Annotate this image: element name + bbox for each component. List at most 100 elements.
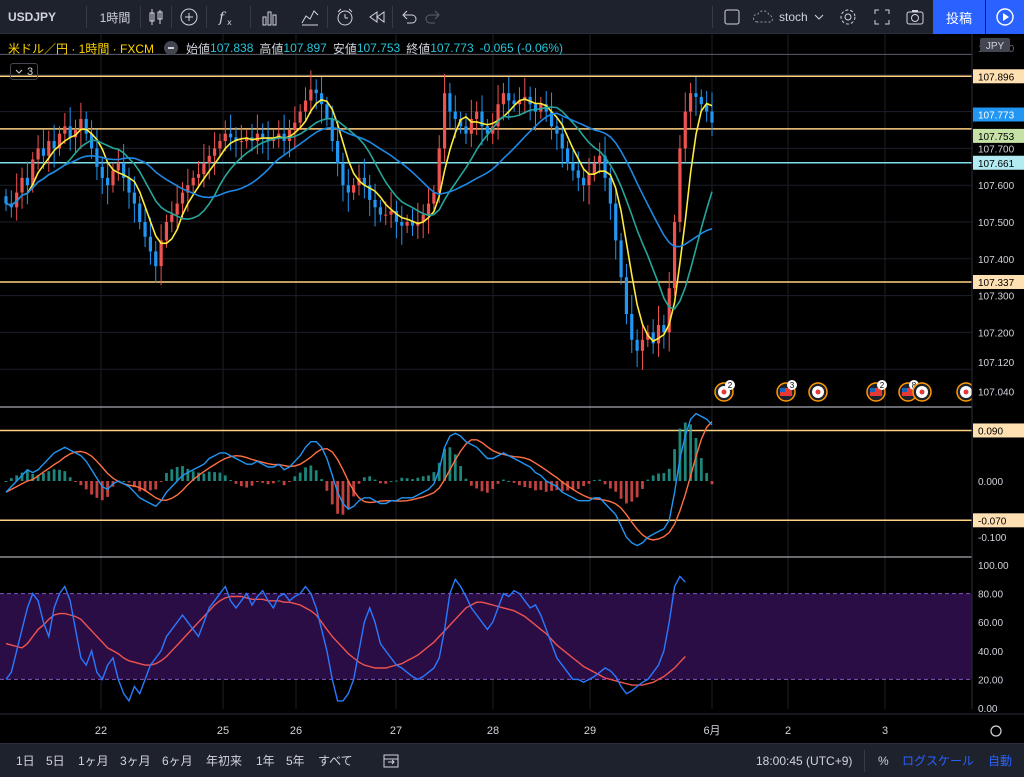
macd-pane xyxy=(0,412,972,547)
log-scale-toggle[interactable]: ログスケール xyxy=(902,744,974,777)
time-tick-label: 22 xyxy=(95,725,107,737)
cloud-icon xyxy=(753,10,773,23)
range-button[interactable]: 1日 xyxy=(16,754,35,768)
time-tick-label: 26 xyxy=(290,725,302,737)
macd-histogram-bar xyxy=(127,481,131,483)
hide-series-icon[interactable] xyxy=(164,41,178,55)
candle-body xyxy=(672,222,677,289)
time-tick-label: 2 xyxy=(785,725,791,737)
range-button[interactable]: 3ヶ月 xyxy=(120,754,151,768)
macd-histogram-bar xyxy=(245,481,249,488)
macd-histogram-bar xyxy=(400,477,404,481)
candle-body xyxy=(640,339,645,351)
undo-icon[interactable] xyxy=(397,0,421,34)
macd-histogram-bar xyxy=(36,474,40,481)
candle-body xyxy=(196,174,201,178)
macd-histogram-bar xyxy=(223,475,227,481)
time-tick-label: 28 xyxy=(487,725,499,737)
candle-body xyxy=(36,148,40,160)
candle-body xyxy=(619,240,623,278)
us-flag-canton xyxy=(780,388,785,392)
macd-histogram-bar xyxy=(165,473,168,481)
candle-body xyxy=(127,177,131,193)
candle-body xyxy=(202,163,206,175)
us-flag-icon xyxy=(870,388,882,396)
settings-gear-icon[interactable] xyxy=(836,0,860,34)
range-button[interactable]: 1ヶ月 xyxy=(78,754,109,768)
candle-body xyxy=(656,325,661,344)
macd-histogram-bar xyxy=(427,475,430,481)
candle-body xyxy=(517,100,522,105)
macd-histogram-bar xyxy=(325,481,329,491)
macd-histogram-bar xyxy=(304,467,307,481)
candle-body xyxy=(154,251,158,267)
axis-settings-icon xyxy=(990,725,1002,737)
layout-square-icon[interactable] xyxy=(720,0,744,34)
candle-body xyxy=(255,133,259,142)
macd-histogram-bar xyxy=(229,480,233,482)
macd-histogram-bar xyxy=(4,481,8,482)
macd-histogram-bar xyxy=(143,481,147,492)
high-label: 高値 xyxy=(259,41,284,56)
candle-body xyxy=(266,137,270,142)
range-button[interactable]: 6ヶ月 xyxy=(162,754,193,768)
price-label-text: 107.661 xyxy=(978,159,1015,170)
macd-histogram-bar xyxy=(512,481,516,483)
indicators-toggle[interactable]: 3 xyxy=(10,63,38,80)
candle-body xyxy=(539,104,543,112)
publish-label: 投稿 xyxy=(945,10,972,26)
macd-histogram-bar xyxy=(667,468,671,481)
candle-body xyxy=(89,133,94,149)
us-flag-icon xyxy=(902,388,914,396)
range-button[interactable]: 年初来 xyxy=(206,754,243,768)
publish-button[interactable]: 投稿 xyxy=(933,0,985,34)
macd-histogram-bar xyxy=(336,481,340,514)
candle-body xyxy=(469,118,473,134)
range-button[interactable]: 5年 xyxy=(286,754,305,768)
stoch-tick-label: 100.00 xyxy=(978,561,1009,572)
camera-icon[interactable] xyxy=(903,0,927,34)
redo-icon[interactable] xyxy=(421,0,445,34)
percent-toggle[interactable]: % xyxy=(878,744,889,777)
interval-selector[interactable]: 1時間 xyxy=(90,0,140,34)
range-button[interactable]: 5日 xyxy=(46,754,65,768)
goto-date-icon[interactable] xyxy=(382,744,400,777)
range-button[interactable]: 1年 xyxy=(256,754,275,768)
indicator-search-field[interactable]: stoch xyxy=(752,0,832,34)
play-button[interactable] xyxy=(986,0,1024,34)
clock[interactable]: 18:00:45 (UTC+9) xyxy=(756,744,852,777)
macd-histogram-bar xyxy=(298,472,302,481)
auto-scale-toggle[interactable]: 自動 xyxy=(988,744,1012,777)
macd-histogram-bar xyxy=(421,476,425,481)
candle-body xyxy=(373,199,377,208)
alert-clock-icon[interactable] xyxy=(332,0,358,34)
compare-plus-icon[interactable] xyxy=(176,0,202,34)
macd-histogram-bar xyxy=(582,481,586,487)
financials-icon[interactable] xyxy=(256,0,284,34)
macd-histogram-bar xyxy=(63,471,67,481)
indicator-count: 3 xyxy=(26,65,34,78)
macd-histogram-bar xyxy=(437,462,441,481)
fullscreen-icon[interactable] xyxy=(870,0,894,34)
stoch-tick-label: 20.00 xyxy=(978,675,1003,686)
macd-histogram-bar xyxy=(587,481,591,484)
macd-label-box xyxy=(973,513,1024,528)
range-button[interactable]: すべて xyxy=(318,754,353,768)
candle-type-icon[interactable] xyxy=(143,0,169,34)
macd-histogram-bar xyxy=(480,481,484,492)
macd-histogram-bar xyxy=(710,481,714,485)
candle-body xyxy=(667,288,671,333)
price-axis[interactable]: 107.800107.700107.600107.500107.400107.3… xyxy=(973,38,1024,737)
price-label-text: 107.753 xyxy=(978,132,1015,143)
chart-canvas[interactable]: 2 3 28 107.800107.700107.600107.500107.400… xyxy=(0,34,1024,743)
time-axis[interactable]: 22 25 26 27 28 29 6月 2 3 xyxy=(95,725,888,737)
replay-icon[interactable] xyxy=(364,0,390,34)
macd-histogram-bar xyxy=(491,481,495,489)
symbol-search[interactable]: USDJPY xyxy=(8,0,78,34)
candle-body xyxy=(122,163,126,178)
candle-body xyxy=(325,104,329,119)
templates-icon[interactable] xyxy=(296,0,324,34)
candle-body xyxy=(678,148,682,222)
candle-body xyxy=(68,126,72,138)
